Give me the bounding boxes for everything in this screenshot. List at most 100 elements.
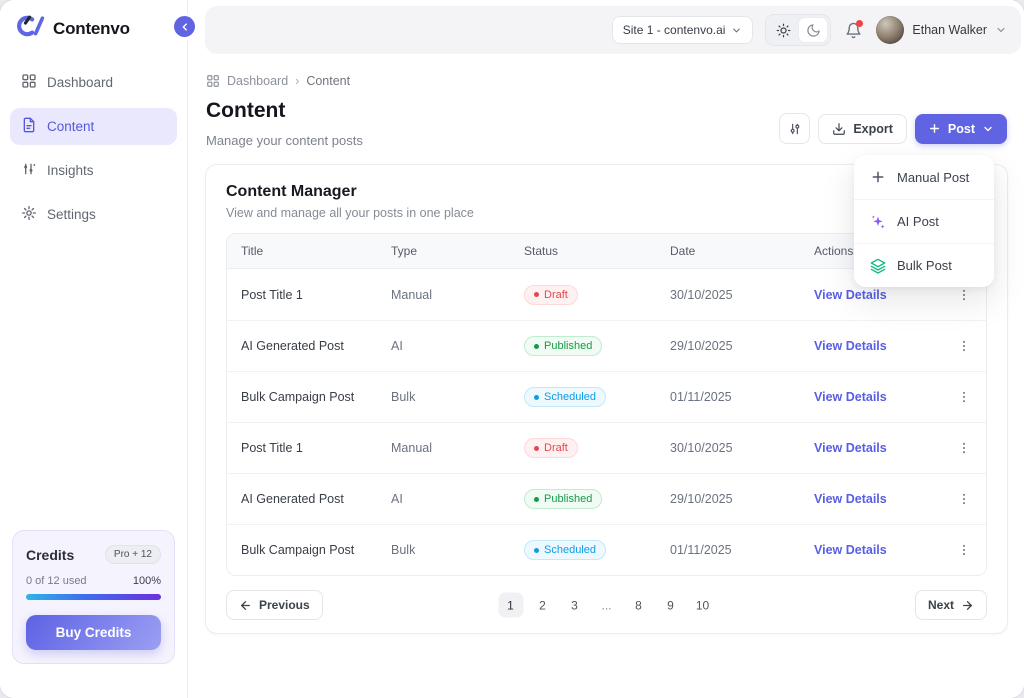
post-label: Post: [947, 121, 975, 136]
grid-icon: [207, 75, 219, 87]
sidebar-nav: Dashboard Content Insights Settings: [0, 52, 187, 245]
sidebar-item-settings[interactable]: Settings: [10, 196, 177, 233]
notifications-button[interactable]: [845, 19, 864, 39]
status-label: Draft: [544, 288, 568, 301]
table-row: AI Generated Post AI Published 29/10/2025 Vi…: [227, 320, 986, 371]
breadcrumb: Dashboard › Content: [206, 74, 350, 88]
user-menu[interactable]: Ethan Walker: [876, 16, 1007, 44]
cell-title: Post Title 1: [241, 287, 303, 302]
cell-type: Bulk: [391, 390, 416, 404]
file-icon: [21, 117, 37, 136]
menu-item-label: Manual Post: [897, 169, 970, 185]
row-menu-button[interactable]: [954, 387, 974, 407]
cell-type: Bulk: [391, 543, 416, 557]
row-menu-button[interactable]: [954, 438, 974, 458]
buy-credits-button[interactable]: Buy Credits: [26, 615, 161, 650]
cell-title: AI Generated Post: [241, 492, 344, 506]
credits-card: Credits Pro + 12 0 of 12 used 100% Buy C…: [12, 530, 175, 664]
breadcrumb-content[interactable]: Content: [306, 74, 351, 88]
sidebar-item-label: Dashboard: [47, 75, 114, 90]
page-number-3[interactable]: 3: [571, 598, 578, 612]
credits-title: Credits: [26, 546, 75, 563]
plus-icon: [929, 124, 939, 133]
row-menu-button[interactable]: [954, 285, 974, 305]
page-ellipsis: ...: [601, 598, 612, 612]
sparkles-icon: [871, 214, 885, 229]
arrow-left-icon: [241, 600, 250, 610]
cell-title: Bulk Campaign Post: [241, 543, 355, 557]
export-button[interactable]: Export: [818, 113, 907, 144]
page-number-9[interactable]: 9: [667, 598, 674, 612]
menu-item-bulk-post[interactable]: Bulk Post: [854, 243, 994, 287]
page-toolbar: Export Post: [779, 113, 1007, 144]
table-row: Post Title 1 Manual Draft 30/10/2025 View De…: [227, 422, 986, 473]
row-menu-button[interactable]: [954, 336, 974, 356]
post-button[interactable]: Post: [914, 113, 1007, 144]
light-mode-button[interactable]: [768, 17, 798, 43]
chart-sliders-icon: [21, 161, 37, 180]
row-menu-button[interactable]: [954, 540, 974, 560]
cell-actions: View Details: [800, 540, 986, 560]
plus-icon: [872, 171, 884, 183]
layers-icon: [870, 258, 886, 274]
site-selector[interactable]: Site 1 - contenvo.ai: [611, 16, 754, 44]
filter-button[interactable]: [779, 113, 811, 144]
grid-icon: [21, 73, 37, 92]
menu-item-ai-post[interactable]: AI Post: [854, 199, 994, 243]
table-row: AI Generated Post AI Published 29/10/2025 Vi…: [227, 473, 986, 524]
column-header-status: Status: [524, 244, 559, 258]
kebab-icon: [963, 340, 965, 352]
sidebar-collapse-button[interactable]: [174, 16, 195, 37]
view-details-link[interactable]: View Details: [814, 339, 887, 353]
export-label: Export: [853, 121, 893, 136]
column-header-type: Type: [391, 244, 418, 258]
sidebar-item-content[interactable]: Content: [10, 108, 177, 145]
page-number-10[interactable]: 10: [695, 598, 710, 612]
credits-progress-bar: [26, 594, 161, 600]
sidebar-item-dashboard[interactable]: Dashboard: [10, 64, 177, 101]
menu-item-manual-post[interactable]: Manual Post: [854, 155, 994, 199]
cell-type: Manual: [391, 287, 432, 302]
card-subtitle: View and manage all your posts in one pl…: [226, 206, 474, 220]
view-details-link[interactable]: View Details: [814, 441, 887, 455]
view-details-link[interactable]: View Details: [814, 390, 887, 404]
page-number-8[interactable]: 8: [635, 598, 642, 612]
brand-logo: Contenvo: [0, 0, 187, 52]
view-details-link[interactable]: View Details: [814, 492, 887, 506]
arrow-right-icon: [963, 600, 972, 610]
page-number-2[interactable]: 2: [539, 598, 546, 612]
row-menu-button[interactable]: [954, 489, 974, 509]
status-badge: Scheduled: [524, 387, 606, 407]
next-page-button[interactable]: Next: [914, 590, 987, 620]
cell-type: Manual: [391, 441, 432, 455]
download-icon: [833, 122, 846, 135]
cell-title: Bulk Campaign Post: [241, 390, 355, 404]
status-badge: Scheduled: [524, 540, 606, 560]
page-number-1[interactable]: 1: [498, 592, 523, 618]
previous-page-button[interactable]: Previous: [226, 590, 323, 620]
sidebar-item-insights[interactable]: Insights: [10, 152, 177, 189]
view-details-link[interactable]: View Details: [814, 287, 887, 302]
pagination: Previous 1 2 3... 8 9 10 Next: [226, 589, 987, 621]
view-details-link[interactable]: View Details: [814, 543, 887, 557]
status-label: Published: [544, 493, 593, 505]
breadcrumb-dashboard[interactable]: Dashboard: [227, 74, 289, 88]
cell-actions: View Details: [800, 285, 986, 305]
status-dot-icon: [534, 343, 539, 349]
card-title: Content Manager: [226, 183, 357, 200]
page-numbers: 1 2 3... 8 9 10: [498, 592, 715, 618]
brand-name: Contenvo: [53, 18, 130, 38]
column-header-date: Date: [670, 244, 696, 258]
cell-type: AI: [391, 492, 403, 506]
cell-date: 29/10/2025: [670, 339, 733, 353]
breadcrumb-separator: ›: [295, 74, 300, 88]
bell-icon: [846, 22, 862, 38]
cell-status: Scheduled: [510, 387, 656, 407]
status-label: Scheduled: [544, 391, 596, 403]
dark-mode-button[interactable]: [798, 17, 829, 43]
plan-badge: Pro + 12: [104, 545, 161, 564]
status-dot-icon: [534, 445, 539, 451]
cell-title: Post Title 1: [241, 441, 303, 455]
menu-item-label: AI Post: [897, 214, 939, 229]
cell-date: 29/10/2025: [670, 492, 733, 506]
